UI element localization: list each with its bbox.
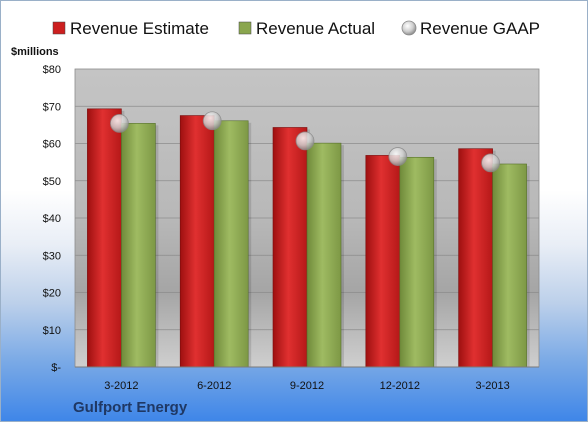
gaap-marker xyxy=(388,147,408,166)
gaap-markers xyxy=(110,111,501,173)
x-tick-label: 9-2012 xyxy=(290,380,324,392)
x-tick-label: 12-2012 xyxy=(380,380,420,392)
gaap-marker xyxy=(110,113,129,133)
x-tick-label: 6-2012 xyxy=(197,380,231,392)
y-tick-label: $20 xyxy=(43,288,61,300)
legend-swatch xyxy=(52,21,66,35)
estimate-bar xyxy=(179,115,215,368)
legend-swatch xyxy=(238,21,252,35)
gaap-marker xyxy=(202,111,222,131)
legend-label: Revenue Estimate xyxy=(70,19,209,38)
actual-bar xyxy=(213,120,249,368)
estimate-bar xyxy=(458,148,493,368)
actual-bar xyxy=(492,163,527,368)
estimate-bar xyxy=(365,155,401,368)
y-axis-ticks: $- $10 $20 $30 $40 $50 $60 $70 $80 xyxy=(43,64,62,374)
y-unit-label: $millions xyxy=(11,46,59,58)
y-tick-label: $70 xyxy=(43,101,61,113)
x-tick-label: 3-2013 xyxy=(475,380,509,392)
y-tick-label: $30 xyxy=(43,250,61,262)
legend-label: Revenue GAAP xyxy=(420,19,540,38)
x-axis-ticks: 3-2012 6-2012 9-2012 12-2012 3-2013 xyxy=(104,380,509,392)
company-name: Gulfport Energy xyxy=(73,399,188,416)
y-tick-label: $40 xyxy=(43,213,61,225)
y-tick-label: $- xyxy=(51,362,61,374)
y-tick-label: $80 xyxy=(43,64,61,76)
y-tick-label: $60 xyxy=(43,139,61,151)
gaap-marker xyxy=(481,153,501,173)
actual-bar xyxy=(121,123,156,368)
bars xyxy=(87,108,530,368)
legend-label: Revenue Actual xyxy=(256,19,375,38)
x-tick-label: 3-2012 xyxy=(104,380,138,392)
actual-bar xyxy=(306,142,342,368)
y-tick-label: $10 xyxy=(43,325,61,337)
legend-swatch xyxy=(401,20,417,36)
estimate-bar xyxy=(272,127,308,368)
y-tick-label: $50 xyxy=(43,176,61,188)
actual-bar xyxy=(399,156,435,368)
gaap-marker xyxy=(295,131,315,151)
legend: Revenue Estimate Revenue Actual Revenue GA… xyxy=(52,19,540,38)
estimate-bar xyxy=(87,108,122,368)
